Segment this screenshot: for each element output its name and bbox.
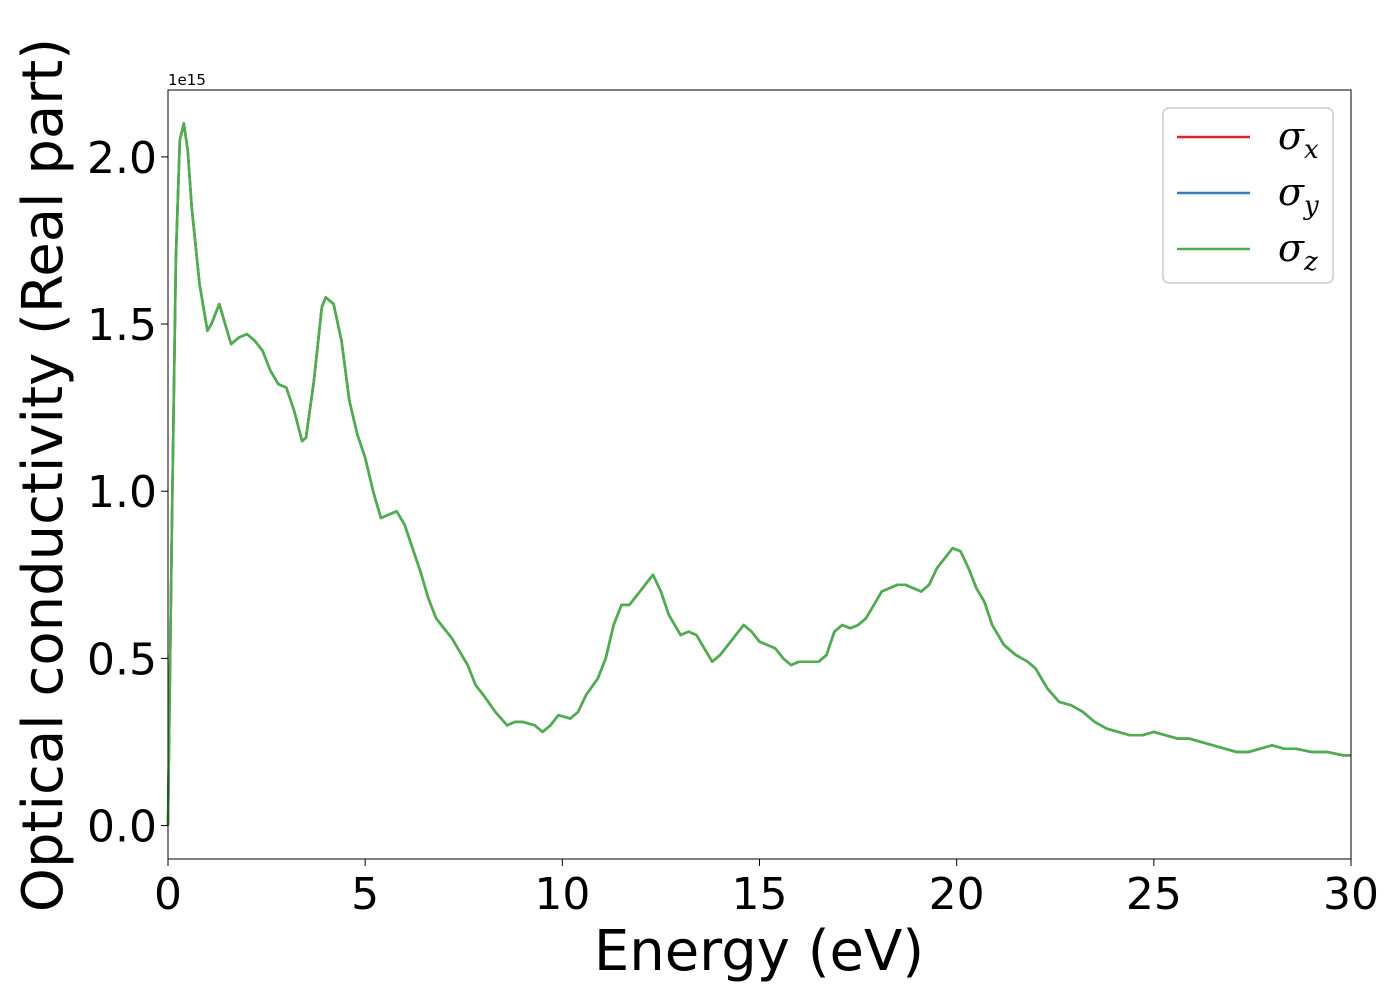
legend-label-z: σz <box>1278 226 1318 277</box>
y-axis-offset-text: 1e15 <box>168 71 206 89</box>
x-axis-label: Energy (eV) <box>594 919 924 984</box>
x-tick-label: 10 <box>534 869 590 920</box>
x-tick-label: 0 <box>154 869 182 920</box>
legend-label-y: σy <box>1278 170 1319 221</box>
series-layer <box>166 122 1351 826</box>
y-tick-label: 1.0 <box>87 467 157 518</box>
x-tick-label: 15 <box>732 869 788 920</box>
x-tick-label: 5 <box>351 869 379 920</box>
x-axis-ticks: 0 5 10 15 20 25 30 <box>154 859 1379 920</box>
y-tick-label: 2.0 <box>87 133 157 184</box>
series-line-3 <box>166 122 1351 826</box>
x-tick-label: 30 <box>1323 869 1379 920</box>
y-axis-ticks: 0.0 0.5 1.0 1.5 2.0 <box>87 133 168 853</box>
y-tick-label: 0.5 <box>87 634 157 685</box>
x-tick-label: 20 <box>929 869 985 920</box>
y-axis-label: Optical conductivity (Real part) <box>11 38 76 912</box>
y-tick-label: 0.0 <box>87 802 157 853</box>
legend-box <box>1162 107 1334 284</box>
x-tick-label: 25 <box>1126 869 1182 920</box>
legend-label-x: σx <box>1278 114 1319 165</box>
y-tick-label: 1.5 <box>87 300 157 351</box>
